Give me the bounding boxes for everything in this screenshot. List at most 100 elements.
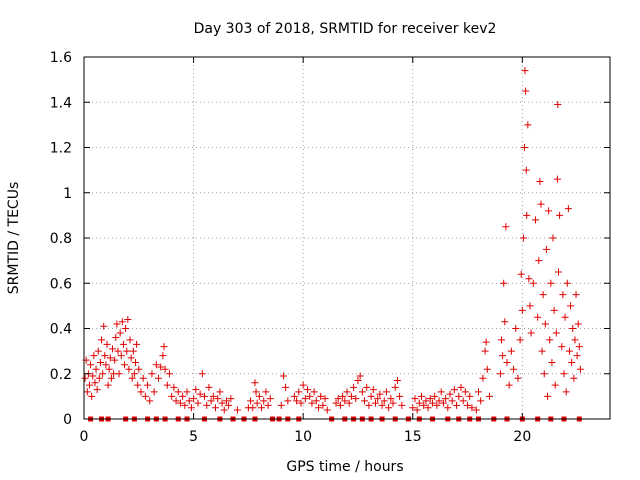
data-point bbox=[161, 365, 169, 373]
x-axis-label: GPS time / hours bbox=[286, 459, 403, 475]
data-point bbox=[94, 347, 102, 355]
data-point bbox=[433, 401, 441, 409]
data-point bbox=[521, 67, 529, 75]
data-point bbox=[409, 404, 417, 412]
data-point bbox=[266, 395, 274, 403]
data-point bbox=[99, 370, 107, 378]
data-point bbox=[553, 175, 561, 183]
data-point bbox=[205, 383, 213, 391]
data-point bbox=[560, 370, 568, 378]
data-point bbox=[522, 166, 530, 174]
data-point bbox=[203, 401, 211, 409]
data-point bbox=[541, 320, 549, 328]
data-point bbox=[102, 361, 110, 369]
data-point bbox=[88, 392, 96, 400]
x-tick-label: 10 bbox=[294, 429, 312, 445]
data-point bbox=[105, 365, 113, 373]
data-point bbox=[107, 374, 115, 382]
data-point bbox=[133, 340, 141, 348]
data-point bbox=[426, 395, 434, 403]
data-point bbox=[516, 336, 524, 344]
data-point bbox=[233, 406, 241, 414]
data-point bbox=[98, 336, 106, 344]
data-point bbox=[315, 404, 323, 412]
data-point bbox=[393, 377, 401, 385]
data-point bbox=[556, 211, 564, 219]
data-point bbox=[539, 291, 547, 299]
data-point bbox=[376, 390, 384, 398]
data-point bbox=[306, 392, 314, 400]
data-point bbox=[380, 397, 388, 405]
data-point bbox=[121, 361, 129, 369]
data-point bbox=[187, 404, 195, 412]
data-point bbox=[549, 234, 557, 242]
data-point bbox=[124, 315, 132, 323]
data-point bbox=[536, 177, 544, 185]
data-point bbox=[183, 388, 191, 396]
data-point bbox=[125, 365, 133, 373]
data-point bbox=[128, 374, 136, 382]
data-point bbox=[347, 392, 355, 400]
data-point bbox=[91, 379, 99, 387]
data-point bbox=[524, 121, 532, 129]
data-point bbox=[573, 352, 581, 360]
data-point bbox=[545, 207, 553, 215]
data-point bbox=[482, 338, 490, 346]
data-point bbox=[165, 370, 173, 378]
x-tick-label: 15 bbox=[404, 429, 422, 445]
data-point bbox=[551, 381, 559, 389]
data-point bbox=[529, 279, 537, 287]
data-point bbox=[525, 275, 533, 283]
data-point bbox=[483, 365, 491, 373]
data-point bbox=[550, 306, 558, 314]
data-point bbox=[572, 291, 580, 299]
data-point bbox=[358, 388, 366, 396]
data-point bbox=[505, 381, 513, 389]
data-point bbox=[96, 358, 104, 366]
data-point bbox=[468, 404, 476, 412]
data-point bbox=[518, 306, 526, 314]
data-point bbox=[139, 374, 147, 382]
data-point bbox=[192, 386, 200, 394]
data-point bbox=[575, 343, 583, 351]
data-point bbox=[576, 365, 584, 373]
data-point bbox=[214, 395, 222, 403]
data-point bbox=[227, 395, 235, 403]
data-point bbox=[264, 401, 272, 409]
data-point bbox=[363, 383, 371, 391]
data-point bbox=[374, 395, 382, 403]
data-point bbox=[207, 397, 215, 405]
data-point bbox=[526, 302, 534, 310]
data-point bbox=[385, 404, 393, 412]
data-point bbox=[101, 352, 109, 360]
data-point bbox=[371, 399, 379, 407]
data-point bbox=[176, 399, 184, 407]
x-tick-label: 0 bbox=[80, 429, 89, 445]
data-point bbox=[548, 358, 556, 366]
data-point bbox=[522, 87, 530, 95]
data-point bbox=[420, 401, 428, 409]
data-point bbox=[155, 374, 163, 382]
data-point bbox=[111, 356, 119, 364]
data-point bbox=[81, 374, 89, 382]
data-point bbox=[448, 397, 456, 405]
data-point bbox=[163, 381, 171, 389]
data-point bbox=[472, 406, 480, 414]
data-point bbox=[279, 372, 287, 380]
data-point bbox=[565, 347, 573, 355]
data-point bbox=[196, 390, 204, 398]
data-point bbox=[387, 395, 395, 403]
data-point bbox=[129, 347, 137, 355]
data-point bbox=[135, 365, 143, 373]
data-point bbox=[100, 322, 108, 330]
data-point bbox=[114, 347, 122, 355]
data-point bbox=[123, 347, 131, 355]
data-point bbox=[310, 388, 318, 396]
x-tick-label: 20 bbox=[513, 429, 531, 445]
data-point bbox=[185, 397, 193, 405]
data-point bbox=[496, 370, 504, 378]
data-point bbox=[352, 395, 360, 403]
chart-title: Day 303 of 2018, SRMTID for receiver kev… bbox=[194, 21, 497, 37]
data-point bbox=[262, 388, 270, 396]
data-point bbox=[103, 340, 111, 348]
